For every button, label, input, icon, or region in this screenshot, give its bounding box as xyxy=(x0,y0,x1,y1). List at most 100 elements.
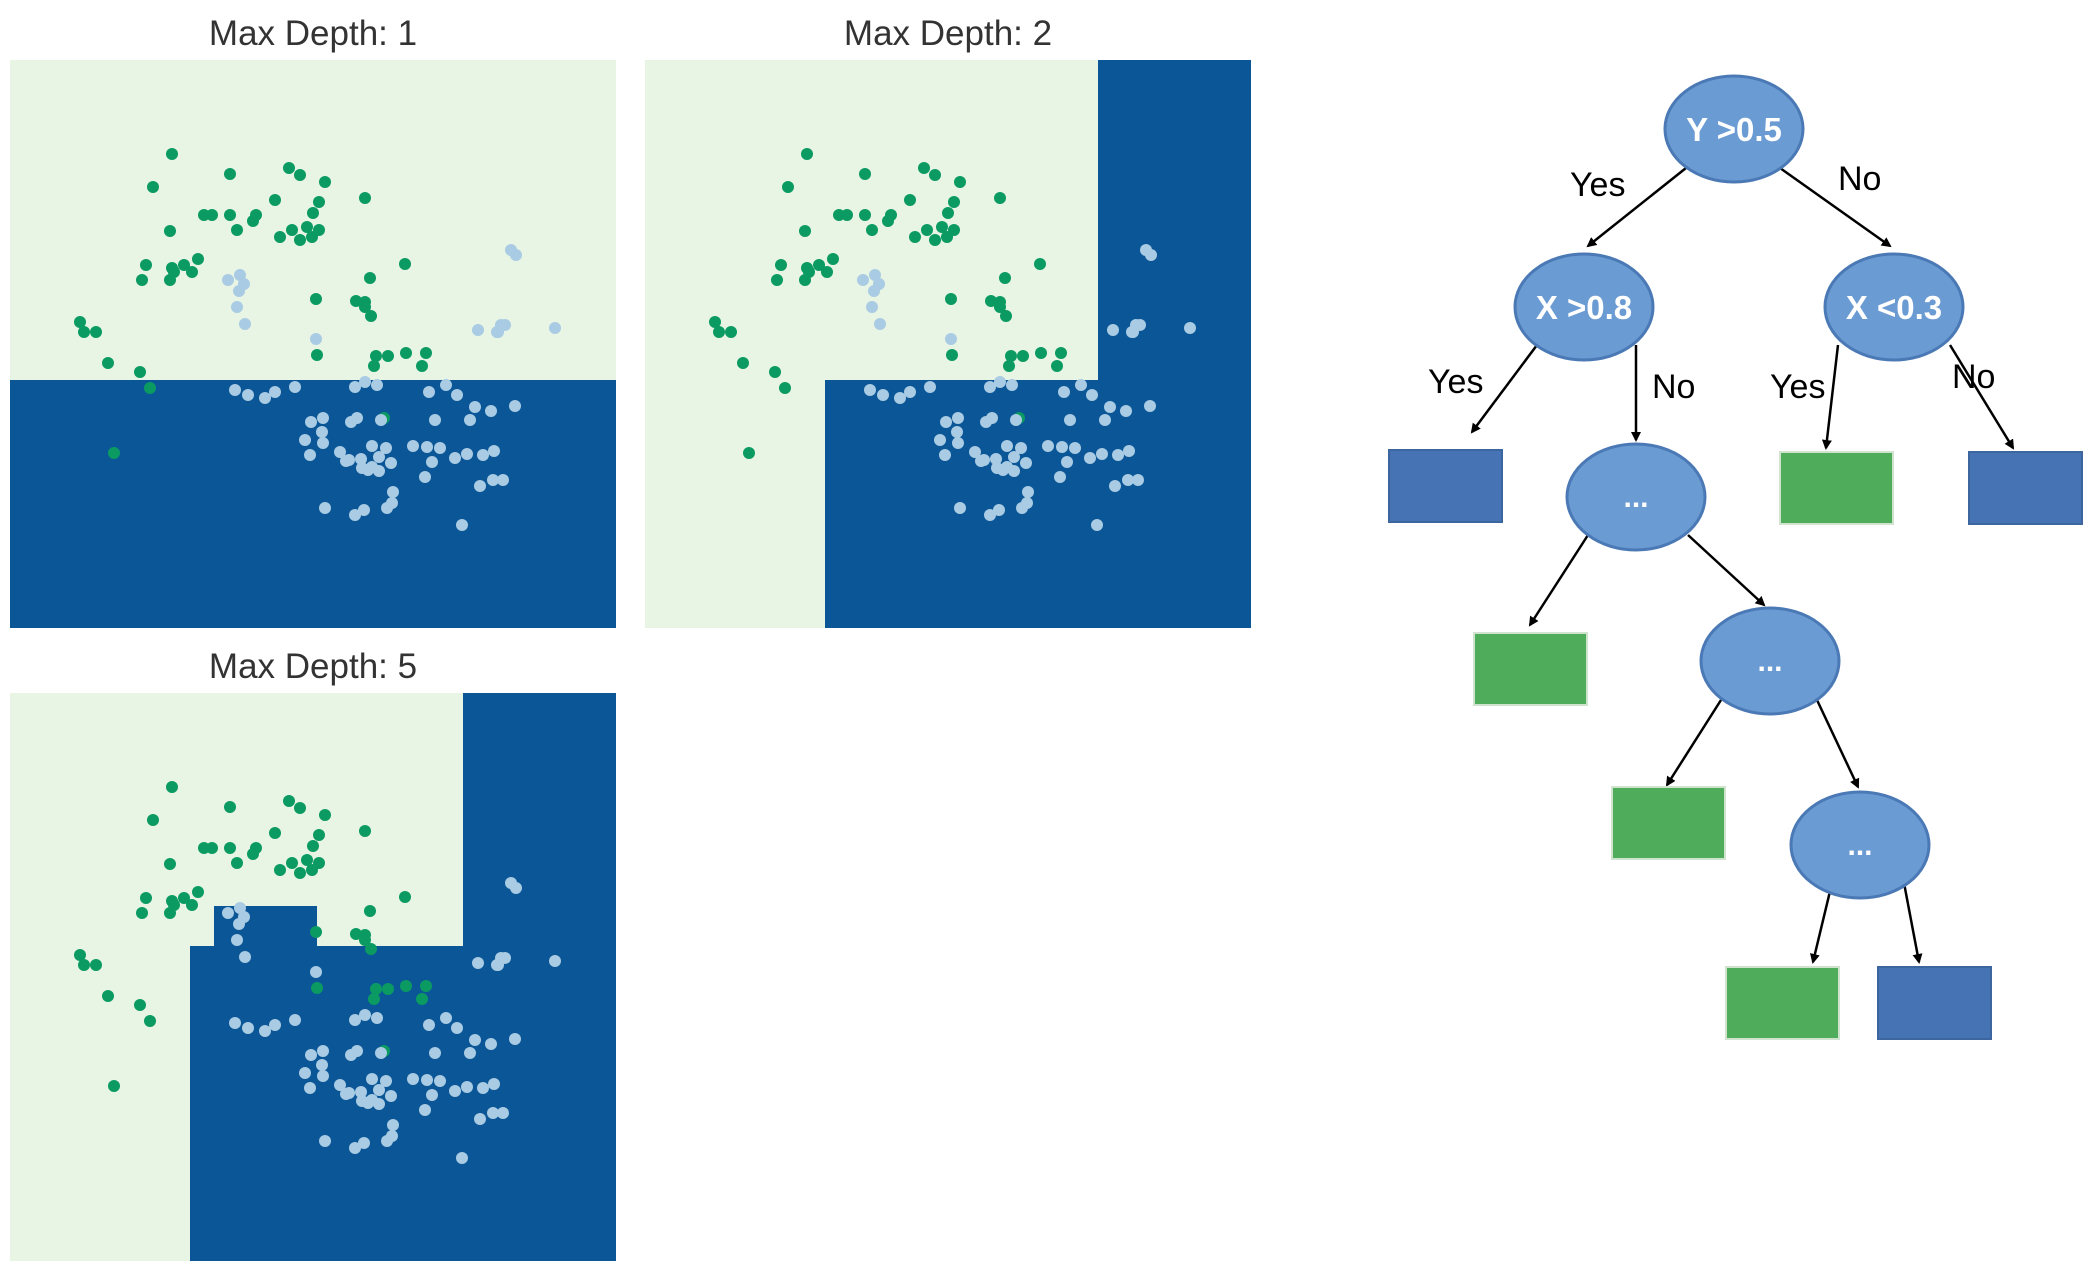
point-class-blue xyxy=(259,392,271,404)
decision-boundary-depth-5 xyxy=(10,693,616,1261)
node-right: X <0.3 xyxy=(1823,252,1965,362)
point-class-green xyxy=(350,295,362,307)
point-class-blue xyxy=(464,414,476,426)
point-class-blue xyxy=(359,1009,371,1021)
node-n3: ... xyxy=(1789,790,1931,900)
edge-right-leaf xyxy=(1821,344,1840,450)
regions xyxy=(10,693,616,1261)
point-class-green xyxy=(283,795,295,807)
point-class-green xyxy=(269,827,281,839)
point-class-blue xyxy=(857,274,869,286)
point-class-green xyxy=(313,829,325,841)
point-class-blue xyxy=(549,955,561,967)
point-class-green xyxy=(904,194,916,206)
point-class-green xyxy=(942,207,954,219)
point-class-blue xyxy=(385,1090,397,1102)
point-class-blue xyxy=(1091,519,1103,531)
point-class-blue xyxy=(1107,324,1119,336)
point-class-blue xyxy=(934,434,946,446)
point-class-green xyxy=(416,993,428,1005)
point-class-green xyxy=(310,926,322,938)
point-class-blue xyxy=(505,244,517,256)
point-class-blue xyxy=(343,1087,355,1099)
point-class-green xyxy=(283,162,295,174)
point-class-blue xyxy=(509,400,521,412)
point-class-green xyxy=(164,225,176,237)
panel-title-depth-5: Max Depth: 5 xyxy=(208,647,418,686)
edge-label-root-no: No xyxy=(1838,160,1881,198)
region xyxy=(825,380,1251,628)
point-class-green xyxy=(269,194,281,206)
point-class-green xyxy=(779,382,791,394)
point-class-blue xyxy=(316,426,328,438)
point-class-blue xyxy=(317,412,329,424)
point-class-green xyxy=(882,215,894,227)
point-class-blue xyxy=(1096,448,1108,460)
point-class-blue xyxy=(1122,474,1134,486)
point-class-blue xyxy=(229,1017,241,1029)
point-class-blue xyxy=(984,509,996,521)
point-class-green xyxy=(164,274,176,286)
point-class-blue xyxy=(549,322,561,334)
edge-n1-n2 xyxy=(1687,534,1766,607)
point-class-blue xyxy=(222,907,234,919)
point-class-blue xyxy=(334,1079,346,1091)
point-class-blue xyxy=(461,1081,473,1093)
point-class-blue xyxy=(222,274,234,286)
point-class-green xyxy=(737,357,749,369)
point-class-blue xyxy=(1008,451,1020,463)
point-class-blue xyxy=(310,966,322,978)
point-class-green xyxy=(192,253,204,265)
point-class-blue xyxy=(419,471,431,483)
point-class-green xyxy=(365,943,377,955)
point-class-blue xyxy=(939,449,951,461)
point-class-blue xyxy=(239,318,251,330)
point-class-green xyxy=(74,316,86,328)
point-class-blue xyxy=(234,269,246,281)
node-right-label: X <0.3 xyxy=(1846,289,1942,326)
point-class-blue xyxy=(317,1045,329,1057)
leaf-green-2 xyxy=(1473,632,1588,706)
decision-boundary-depth-2 xyxy=(645,60,1251,628)
region xyxy=(240,906,317,946)
point-class-blue xyxy=(1075,379,1087,391)
point-class-green xyxy=(382,983,394,995)
leaf-blue-2 xyxy=(1968,451,2083,525)
point-class-green xyxy=(78,326,90,338)
point-class-green xyxy=(319,176,331,188)
point-class-blue xyxy=(316,1059,328,1071)
point-class-green xyxy=(946,349,958,361)
point-class-blue xyxy=(864,384,876,396)
point-class-blue xyxy=(1140,244,1152,256)
node-left-label: X >0.8 xyxy=(1536,289,1632,326)
point-class-blue xyxy=(904,386,916,398)
point-class-blue xyxy=(993,504,1005,516)
point-class-blue xyxy=(423,386,435,398)
point-class-green xyxy=(192,886,204,898)
point-class-blue xyxy=(375,414,387,426)
point-class-blue xyxy=(269,386,281,398)
point-class-green xyxy=(416,360,428,372)
point-class-blue xyxy=(349,1014,361,1026)
leaf-blue-1 xyxy=(1388,449,1503,523)
point-class-green xyxy=(140,259,152,271)
edge-n3-leaf2 xyxy=(1902,882,1923,964)
point-class-blue xyxy=(1064,414,1076,426)
point-class-blue xyxy=(472,324,484,336)
point-class-blue xyxy=(387,486,399,498)
point-class-blue xyxy=(289,1014,301,1026)
point-class-green xyxy=(799,225,811,237)
decision-boundary-depth-1 xyxy=(10,60,616,628)
point-class-blue xyxy=(868,285,880,297)
point-class-blue xyxy=(461,448,473,460)
edge-label-right-yes: Yes xyxy=(1770,368,1825,406)
point-class-green xyxy=(382,350,394,362)
point-class-blue xyxy=(488,1078,500,1090)
point-class-green xyxy=(164,907,176,919)
point-class-blue xyxy=(233,918,245,930)
point-class-blue xyxy=(940,416,952,428)
edge-left-leaf xyxy=(1470,344,1539,434)
point-class-green xyxy=(821,266,833,278)
edge-label-left-no: No xyxy=(1652,368,1695,406)
tree-nodes: Y >0.5 X >0.8 X <0.3 ... ... ... xyxy=(1513,74,1965,900)
